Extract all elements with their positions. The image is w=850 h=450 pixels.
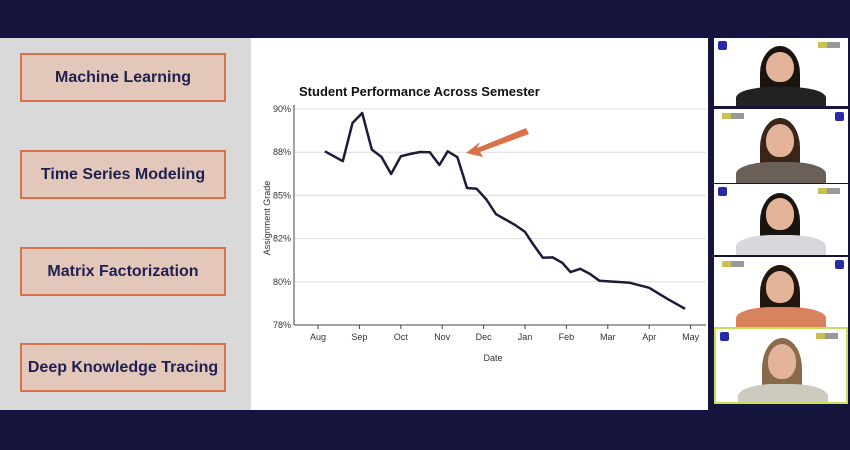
y-tick-label: 80%: [273, 277, 291, 287]
topic-machine-learning: Machine Learning: [20, 53, 226, 102]
x-tick-label: Oct: [394, 332, 409, 342]
series-line: [324, 111, 686, 310]
topic-matrix-factorization: Matrix Factorization: [20, 247, 226, 296]
bottom-bar: [0, 410, 850, 450]
participant-avatar: [766, 198, 794, 231]
brand-logo-icon: [818, 188, 840, 194]
video-tile-5-active-speaker[interactable]: [714, 327, 848, 404]
x-tick-label: Sep: [351, 332, 367, 342]
participant-body: [736, 162, 826, 183]
brand-logo-icon: [722, 113, 744, 119]
participant-body: [736, 235, 826, 255]
video-tile-2[interactable]: [714, 109, 848, 183]
participant-avatar: [766, 51, 794, 83]
y-axis-label: Assignment Grade: [262, 181, 272, 256]
x-tick-label: Nov: [434, 332, 451, 342]
y-tick-label: 85%: [273, 190, 291, 200]
top-bar: [0, 0, 850, 38]
y-tick-label: 78%: [273, 320, 291, 330]
y-tick-label: 88%: [273, 147, 291, 157]
school-logo-icon: [718, 187, 727, 196]
participant-body: [738, 384, 828, 402]
x-tick-label: Feb: [559, 332, 575, 342]
school-logo-icon: [718, 41, 727, 50]
y-tick-label: 90%: [273, 104, 291, 114]
topic-deep-knowledge-tracing: Deep Knowledge Tracing: [20, 343, 226, 392]
participant-body: [736, 307, 826, 327]
x-tick-label: Mar: [600, 332, 616, 342]
video-tile-4[interactable]: [714, 257, 848, 327]
school-logo-icon: [835, 112, 844, 121]
school-logo-icon: [720, 332, 729, 341]
chart-title: Student Performance Across Semester: [299, 84, 540, 99]
x-tick-label: Jan: [518, 332, 533, 342]
x-tick-label: Aug: [310, 332, 326, 342]
topic-time-series-modeling: Time Series Modeling: [20, 150, 226, 199]
x-tick-label: Dec: [476, 332, 493, 342]
brand-logo-icon: [722, 261, 744, 267]
brand-logo-icon: [818, 42, 840, 48]
line-chart: Student Performance Across Semester 90% 8…: [262, 84, 706, 363]
x-axis-label: Date: [483, 353, 502, 363]
participant-avatar: [766, 123, 794, 158]
video-tile-3[interactable]: [714, 184, 848, 255]
participant-avatar: [768, 344, 796, 380]
school-logo-icon: [835, 260, 844, 269]
topics-panel: Machine Learning Time Series Modeling Ma…: [0, 38, 251, 410]
annotation-arrow: [466, 128, 529, 157]
brand-logo-icon: [816, 333, 838, 339]
slide: Student Performance Across Semester 90% 8…: [251, 38, 708, 410]
participant-body: [736, 86, 826, 106]
participant-avatar: [766, 271, 794, 303]
y-tick-label: 82%: [273, 234, 291, 244]
x-tick-label: Apr: [642, 332, 656, 342]
x-tick-label: May: [682, 332, 700, 342]
video-tile-1[interactable]: [714, 38, 848, 106]
